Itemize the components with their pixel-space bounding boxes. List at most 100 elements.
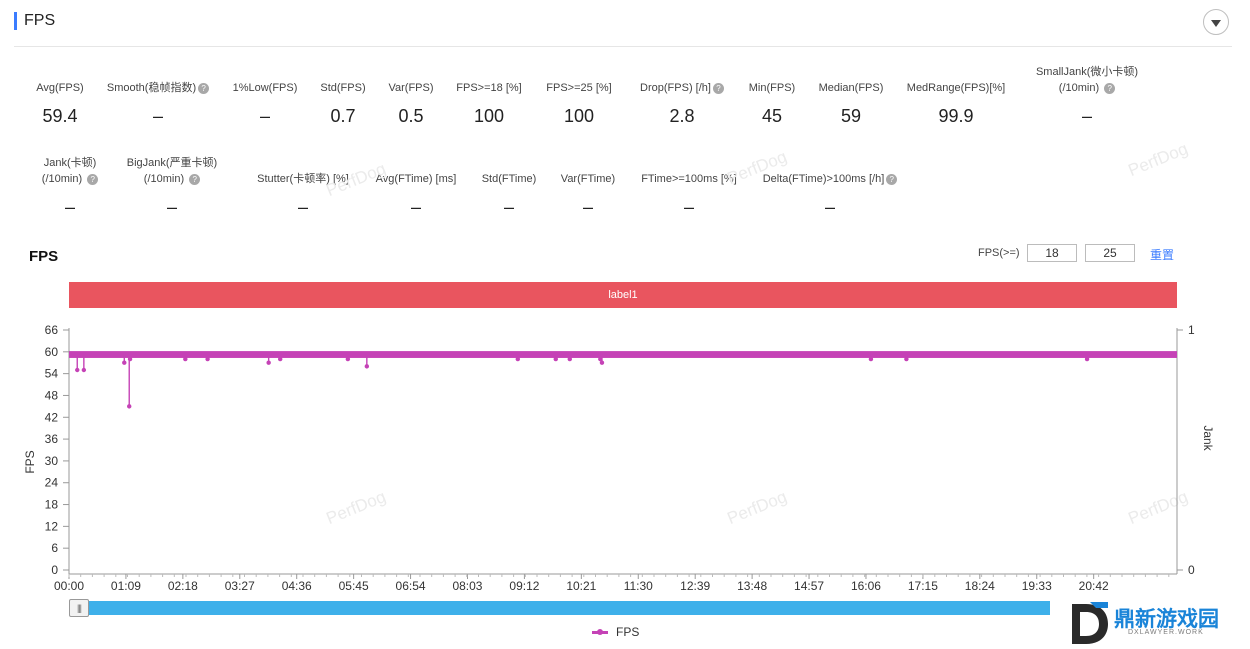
stat-value: 2.8 bbox=[669, 106, 695, 126]
fps-data-point bbox=[1084, 356, 1090, 362]
stat-value: – bbox=[683, 197, 694, 217]
help-icon[interactable]: ? bbox=[712, 83, 724, 94]
x-tick-label: 03:27 bbox=[225, 579, 255, 593]
y-tick-label: 18 bbox=[45, 498, 59, 512]
stat-jank: Jank(卡顿) (/10min) ? – bbox=[28, 155, 112, 218]
collapse-button[interactable] bbox=[1203, 9, 1229, 35]
stat-value: – bbox=[410, 197, 421, 217]
stat-label: Var(FTime) bbox=[560, 173, 616, 185]
y2-tick-label: 0 bbox=[1188, 563, 1195, 577]
fps-data-point bbox=[553, 356, 558, 362]
fps-data-point bbox=[364, 364, 370, 369]
stat-label: FPS>=18 [%] bbox=[456, 82, 522, 94]
threshold-input-1[interactable] bbox=[1027, 244, 1077, 262]
stat-min-fps: Min(FPS) 45 bbox=[743, 80, 801, 127]
stat-label: Drop(FPS) [/h] bbox=[640, 82, 711, 94]
header-divider bbox=[14, 46, 1232, 47]
stat-var-ftime: Var(FTime) – bbox=[553, 171, 623, 218]
x-tick-label: 14:57 bbox=[794, 579, 824, 593]
y-tick-label: 0 bbox=[51, 563, 58, 577]
stat-value: – bbox=[503, 197, 514, 217]
help-icon[interactable]: ? bbox=[87, 174, 99, 185]
threshold-input-2[interactable] bbox=[1085, 244, 1135, 262]
x-tick-label: 08:03 bbox=[452, 579, 482, 593]
stat-value: – bbox=[824, 197, 835, 217]
chart-title: FPS bbox=[29, 248, 59, 265]
fps-data-point bbox=[278, 356, 283, 362]
fps-data-point bbox=[599, 360, 605, 365]
panel-title: FPS bbox=[24, 12, 56, 29]
stat-medrange-fps: MedRange(FPS)[%] 99.9 bbox=[900, 80, 1012, 127]
fps-data-point bbox=[904, 356, 909, 362]
y-tick-label: 48 bbox=[45, 388, 59, 402]
scrollbar-handle[interactable]: ||| bbox=[69, 599, 89, 617]
stat-small-jank: SmallJank(微小卡顿) (/10min) ? – bbox=[1022, 64, 1152, 127]
stat-label-unit: (/10min) bbox=[143, 173, 185, 185]
x-tick-label: 13:48 bbox=[737, 579, 767, 593]
reset-button[interactable]: 重置 bbox=[1150, 248, 1175, 262]
stat-label: FPS>=25 [%] bbox=[546, 82, 612, 94]
grip-icon: ||| bbox=[76, 603, 82, 613]
help-icon[interactable]: ? bbox=[886, 174, 898, 185]
stat-big-jank: BigJank(严重卡顿) (/10min) ? – bbox=[120, 155, 224, 218]
x-tick-label: 17:15 bbox=[908, 579, 938, 593]
x-tick-label: 18:24 bbox=[965, 579, 995, 593]
legend-label: FPS bbox=[616, 625, 640, 639]
fps-data-point bbox=[127, 404, 132, 409]
y2-axis-label: Jank bbox=[1201, 425, 1215, 451]
x-tick-label: 11:30 bbox=[624, 579, 653, 593]
y-tick-label: 6 bbox=[51, 541, 58, 555]
fps-data-point bbox=[205, 356, 210, 362]
logo-subtitle: DXLAWYER.WORK bbox=[1128, 629, 1204, 636]
fps-data-point bbox=[345, 356, 351, 362]
stat-label: Smooth(稳帧指数) bbox=[106, 82, 197, 94]
stat-label: SmallJank(微小卡顿) bbox=[1035, 66, 1139, 78]
stat-label: Stutter(卡顿率) [%] bbox=[257, 173, 349, 185]
stat-label: Delta(FTime)>100ms [/h] bbox=[762, 173, 885, 185]
stat-value: – bbox=[259, 106, 270, 126]
stat-drop-fps: Drop(FPS) [/h]? 2.8 bbox=[632, 80, 732, 127]
stat-value: 100 bbox=[473, 106, 505, 126]
stat-avg-fps: Avg(FPS) 59.4 bbox=[28, 80, 92, 127]
stat-label: Std(FPS) bbox=[320, 82, 366, 94]
stat-label: Median(FPS) bbox=[818, 82, 884, 94]
fps-data-point bbox=[122, 360, 127, 365]
stat-avg-ftime: Avg(FTime) [ms] – bbox=[368, 171, 464, 218]
stat-value: 59.4 bbox=[42, 106, 78, 126]
accent-bar bbox=[14, 12, 17, 30]
x-tick-label: 00:00 bbox=[54, 579, 84, 593]
help-icon[interactable]: ? bbox=[198, 83, 210, 94]
stat-fps-ge-25: FPS>=25 [%] 100 bbox=[539, 80, 619, 127]
x-tick-label: 05:45 bbox=[339, 579, 369, 593]
stat-1pct-low: 1%Low(FPS) – bbox=[228, 80, 302, 127]
stat-label-unit: (/10min) bbox=[1058, 82, 1100, 94]
help-icon[interactable]: ? bbox=[189, 174, 201, 185]
fps-data-point bbox=[868, 356, 874, 362]
stat-label: 1%Low(FPS) bbox=[232, 82, 298, 94]
stat-label: Avg(FPS) bbox=[36, 82, 84, 94]
stat-label: FTime>=100ms [%] bbox=[641, 173, 737, 185]
time-range-scrollbar[interactable] bbox=[69, 601, 1050, 615]
stat-value: 0.7 bbox=[330, 106, 356, 126]
fps-chart[interactable]: 0 6 12 18 24 30 36 42 48 54 60 66 0 1 00:00 01:09 02:18 0… bbox=[0, 318, 1250, 598]
panel-header: FPS bbox=[0, 0, 1250, 47]
fps-data-point bbox=[567, 356, 572, 362]
legend-item-fps[interactable]: FPS bbox=[592, 625, 639, 639]
label-band[interactable]: label1 bbox=[69, 282, 1177, 308]
threshold-label: FPS(>=) bbox=[978, 247, 1020, 259]
stat-label: Var(FPS) bbox=[388, 82, 434, 94]
help-icon[interactable]: ? bbox=[1104, 83, 1116, 94]
y-tick-label: 66 bbox=[45, 323, 59, 337]
fps-series-line bbox=[69, 351, 1177, 358]
y-tick-label: 54 bbox=[45, 367, 59, 381]
x-tick-label: 20:42 bbox=[1079, 579, 1109, 593]
stat-smooth: Smooth(稳帧指数)? – bbox=[102, 80, 214, 127]
stat-std-ftime: Std(FTime) – bbox=[474, 171, 544, 218]
fps-data-point bbox=[81, 367, 87, 373]
stat-label: Min(FPS) bbox=[748, 82, 796, 94]
logo-name: 鼎新游戏园 bbox=[1114, 608, 1219, 631]
legend-swatch-icon bbox=[592, 628, 608, 635]
y-tick-label: 60 bbox=[45, 345, 59, 359]
stat-label: Avg(FTime) [ms] bbox=[375, 173, 457, 185]
stat-std-fps: Std(FPS) 0.7 bbox=[313, 80, 373, 127]
